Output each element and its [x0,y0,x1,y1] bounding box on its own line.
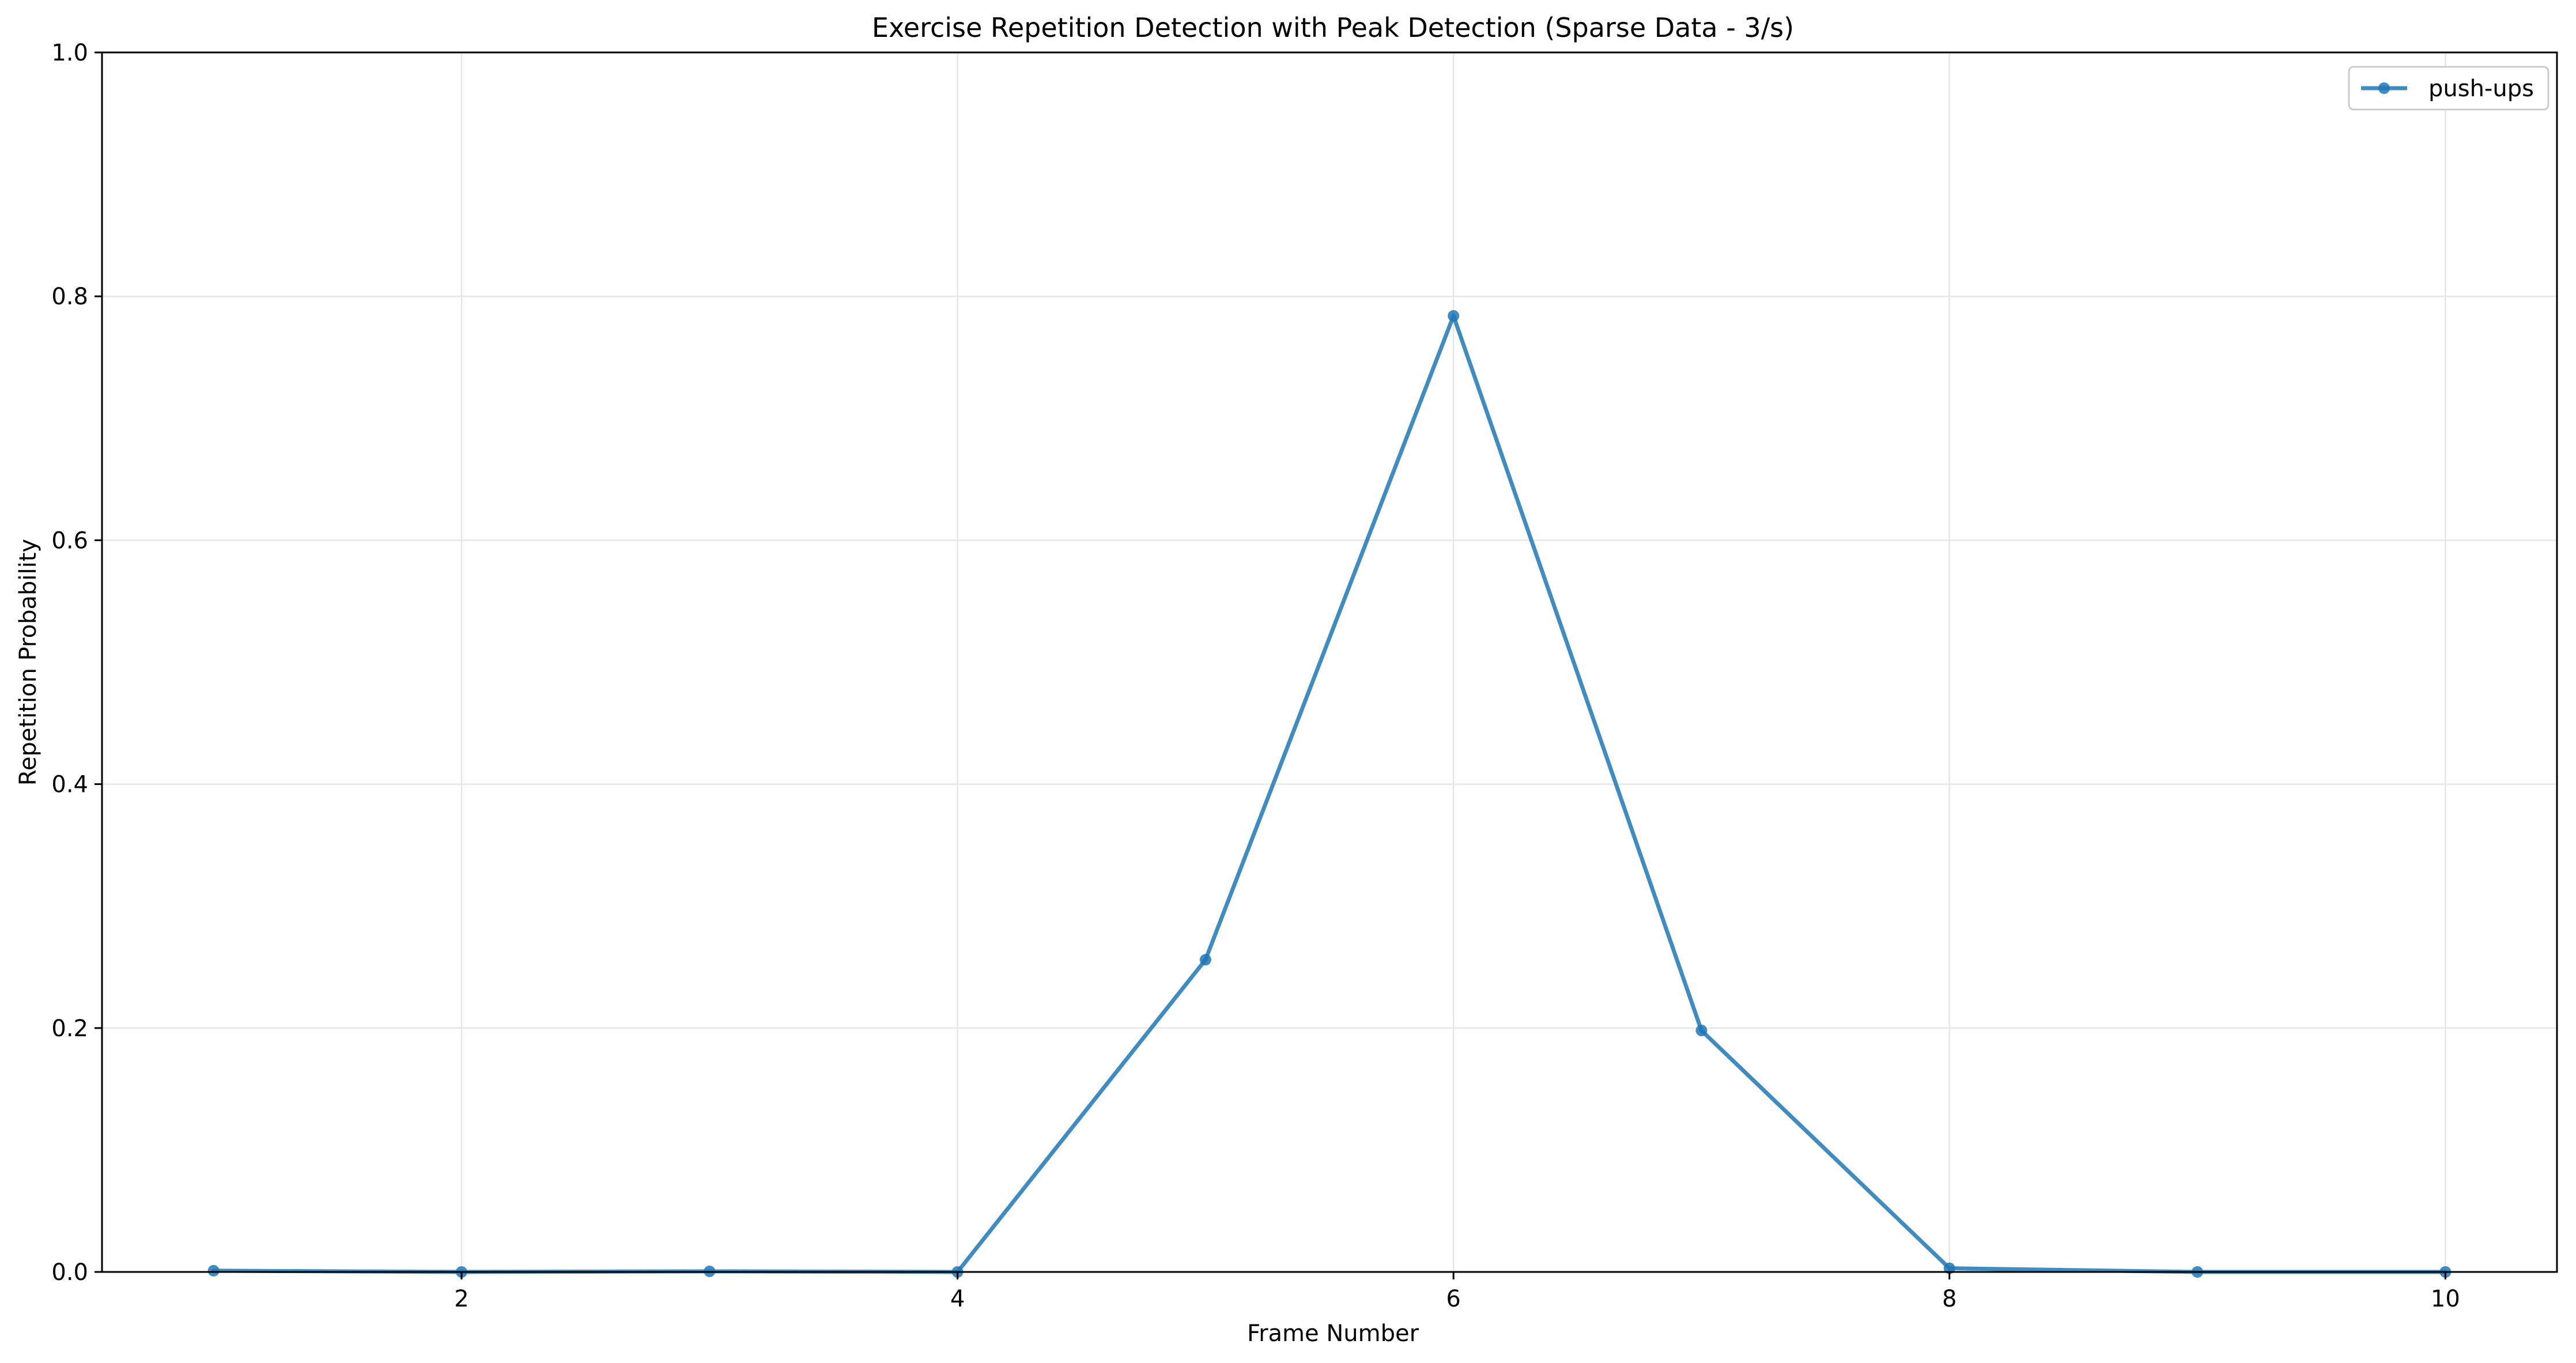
legend-marker [2378,82,2390,94]
y-axis-label: Repetition Probability [15,539,41,786]
y-tick-label: 1.0 [51,40,88,66]
data-point [1695,1025,1708,1037]
data-point [1199,954,1211,966]
x-tick-label: 4 [950,1286,965,1312]
x-axis-label: Frame Number [1247,1320,1419,1347]
legend-label-push-ups: push-ups [2428,75,2534,102]
legend: push-ups [2348,66,2549,111]
y-tick-label: 0.8 [51,284,88,310]
legend-box [2348,66,2549,111]
x-tick-label: 2 [454,1286,469,1312]
plot-area [102,52,2557,1272]
x-tick-label: 8 [1942,1286,1956,1312]
plot-frame [101,51,2558,1273]
x-tick-label: 10 [2431,1286,2460,1312]
chart-title: Exercise Repetition Detection with Peak … [872,12,1794,43]
x-tick-label: 6 [1446,1286,1460,1312]
data-point [1448,310,1460,322]
y-tick-label: 0.4 [51,772,88,798]
data-point [207,1264,220,1277]
y-tick-label: 0.2 [51,1015,88,1042]
ticks: 2 4 6 8 10 0.0 0.2 0.4 0.6 0.8 1.0 [51,40,2460,1312]
y-tick-label: 0.0 [51,1259,88,1286]
y-tick-label: 0.6 [51,527,88,554]
